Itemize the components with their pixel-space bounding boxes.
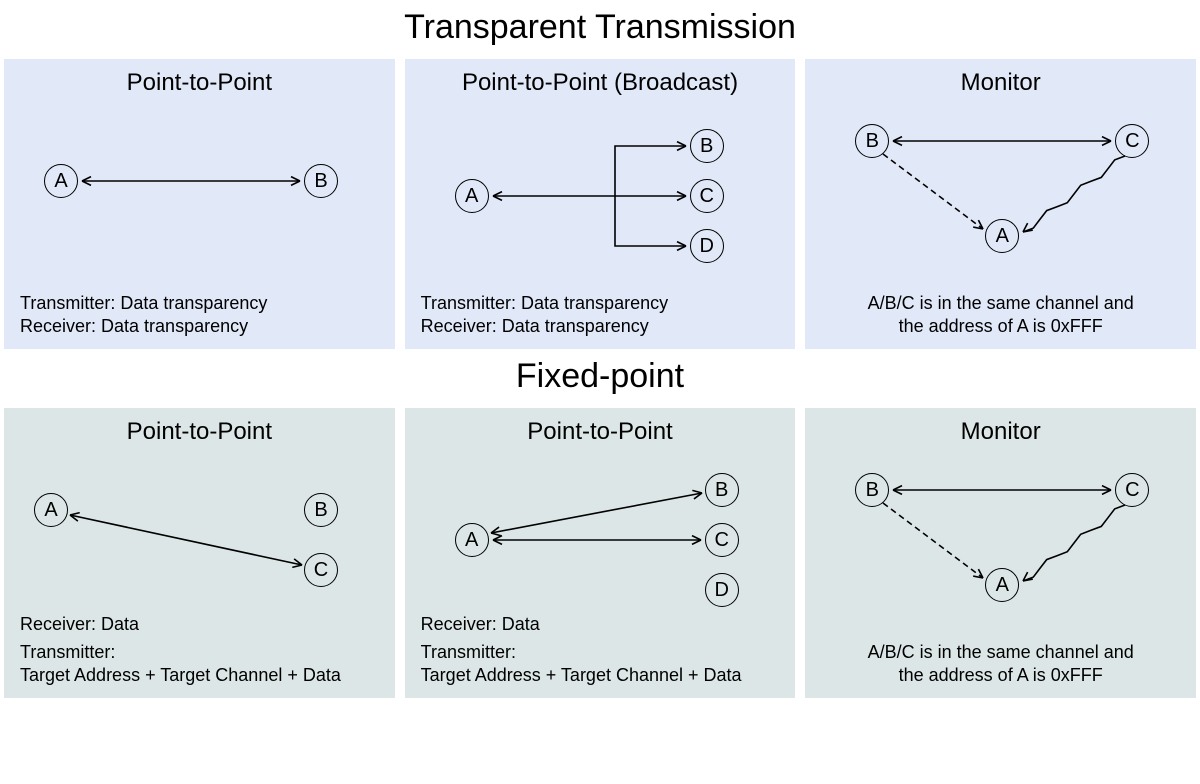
caption-line: Transmitter: — [20, 641, 379, 664]
edge-B-C — [893, 486, 1111, 495]
edge-branch-D — [615, 196, 686, 250]
panel-b3-title: Monitor — [805, 408, 1196, 446]
panel-b3-caption: A/B/C is in the same channel andthe addr… — [805, 641, 1196, 686]
caption-line: Receiver: Data transparency — [421, 315, 780, 338]
panel-t2-diagram: ABCD — [405, 104, 796, 264]
edge-B-A — [883, 154, 983, 229]
edge-A-B — [491, 490, 702, 535]
edge-A-C — [70, 513, 302, 568]
caption-line: Target Address + Target Channel + Data — [20, 664, 379, 687]
caption-line: Transmitter: Data transparency — [421, 292, 780, 315]
caption-line: the address of A is 0xFFF — [821, 664, 1180, 687]
edges-svg — [405, 104, 796, 264]
edges-svg — [805, 453, 1196, 613]
panel-b3-diagram: BCA — [805, 453, 1196, 613]
panel-b2-diagram: ABCD — [405, 453, 796, 613]
edge-A-B — [82, 177, 300, 186]
edge-C-A — [1023, 156, 1125, 232]
edge-B-A — [883, 503, 983, 578]
edge-C-A — [1023, 505, 1125, 581]
panel-t2: Point-to-Point (Broadcast) ABCD Transmit… — [405, 59, 796, 349]
panel-t1-title: Point-to-Point — [4, 59, 395, 97]
panel-b1-caption: Receiver: Data Transmitter:Target Address… — [4, 613, 395, 687]
caption-line: Receiver: Data transparency — [20, 315, 379, 338]
bot-section-title: Fixed-point — [0, 357, 1200, 396]
panel-b2-title: Point-to-Point — [405, 408, 796, 446]
edge-A-C — [493, 192, 686, 201]
caption-line: Transmitter: — [421, 641, 780, 664]
edge-B-C — [893, 137, 1111, 146]
edge-A-C — [493, 536, 701, 545]
panel-t2-title: Point-to-Point (Broadcast) — [405, 59, 796, 97]
panel-b1-title: Point-to-Point — [4, 408, 395, 446]
panel-t1: Point-to-Point AB Transmitter: Data tran… — [4, 59, 395, 349]
caption-line: Receiver: Data — [20, 613, 379, 636]
edges-svg — [405, 453, 796, 613]
caption-line: A/B/C is in the same channel and — [821, 641, 1180, 664]
caption-line: Receiver: Data — [421, 613, 780, 636]
top-section-title: Transparent Transmission — [0, 8, 1200, 47]
panel-t1-caption: Transmitter: Data transparencyReceiver: … — [4, 292, 395, 337]
panel-t1-diagram: AB — [4, 104, 395, 264]
edges-svg — [4, 453, 395, 613]
caption-line: Transmitter: Data transparency — [20, 292, 379, 315]
caption-line: Target Address + Target Channel + Data — [421, 664, 780, 687]
edges-svg — [805, 104, 1196, 264]
caption-line: A/B/C is in the same channel and — [821, 292, 1180, 315]
panel-b2-caption: Receiver: Data Transmitter:Target Address… — [405, 613, 796, 687]
panel-t3: Monitor BCA A/B/C is in the same channel… — [805, 59, 1196, 349]
caption-line: the address of A is 0xFFF — [821, 315, 1180, 338]
panel-b1: Point-to-Point ABC Receiver: Data Transmi… — [4, 408, 395, 698]
top-row: Point-to-Point AB Transmitter: Data tran… — [0, 59, 1200, 349]
bot-row: Point-to-Point ABC Receiver: Data Transmi… — [0, 408, 1200, 698]
panel-t3-diagram: BCA — [805, 104, 1196, 264]
panel-t3-title: Monitor — [805, 59, 1196, 97]
edges-svg — [4, 104, 395, 264]
panel-b3: Monitor BCA A/B/C is in the same channel… — [805, 408, 1196, 698]
panel-t2-caption: Transmitter: Data transparencyReceiver: … — [405, 292, 796, 337]
panel-b1-diagram: ABC — [4, 453, 395, 613]
edge-branch-B — [615, 142, 686, 196]
panel-t3-caption: A/B/C is in the same channel andthe addr… — [805, 292, 1196, 337]
panel-b2: Point-to-Point ABCD Receiver: Data Transm… — [405, 408, 796, 698]
